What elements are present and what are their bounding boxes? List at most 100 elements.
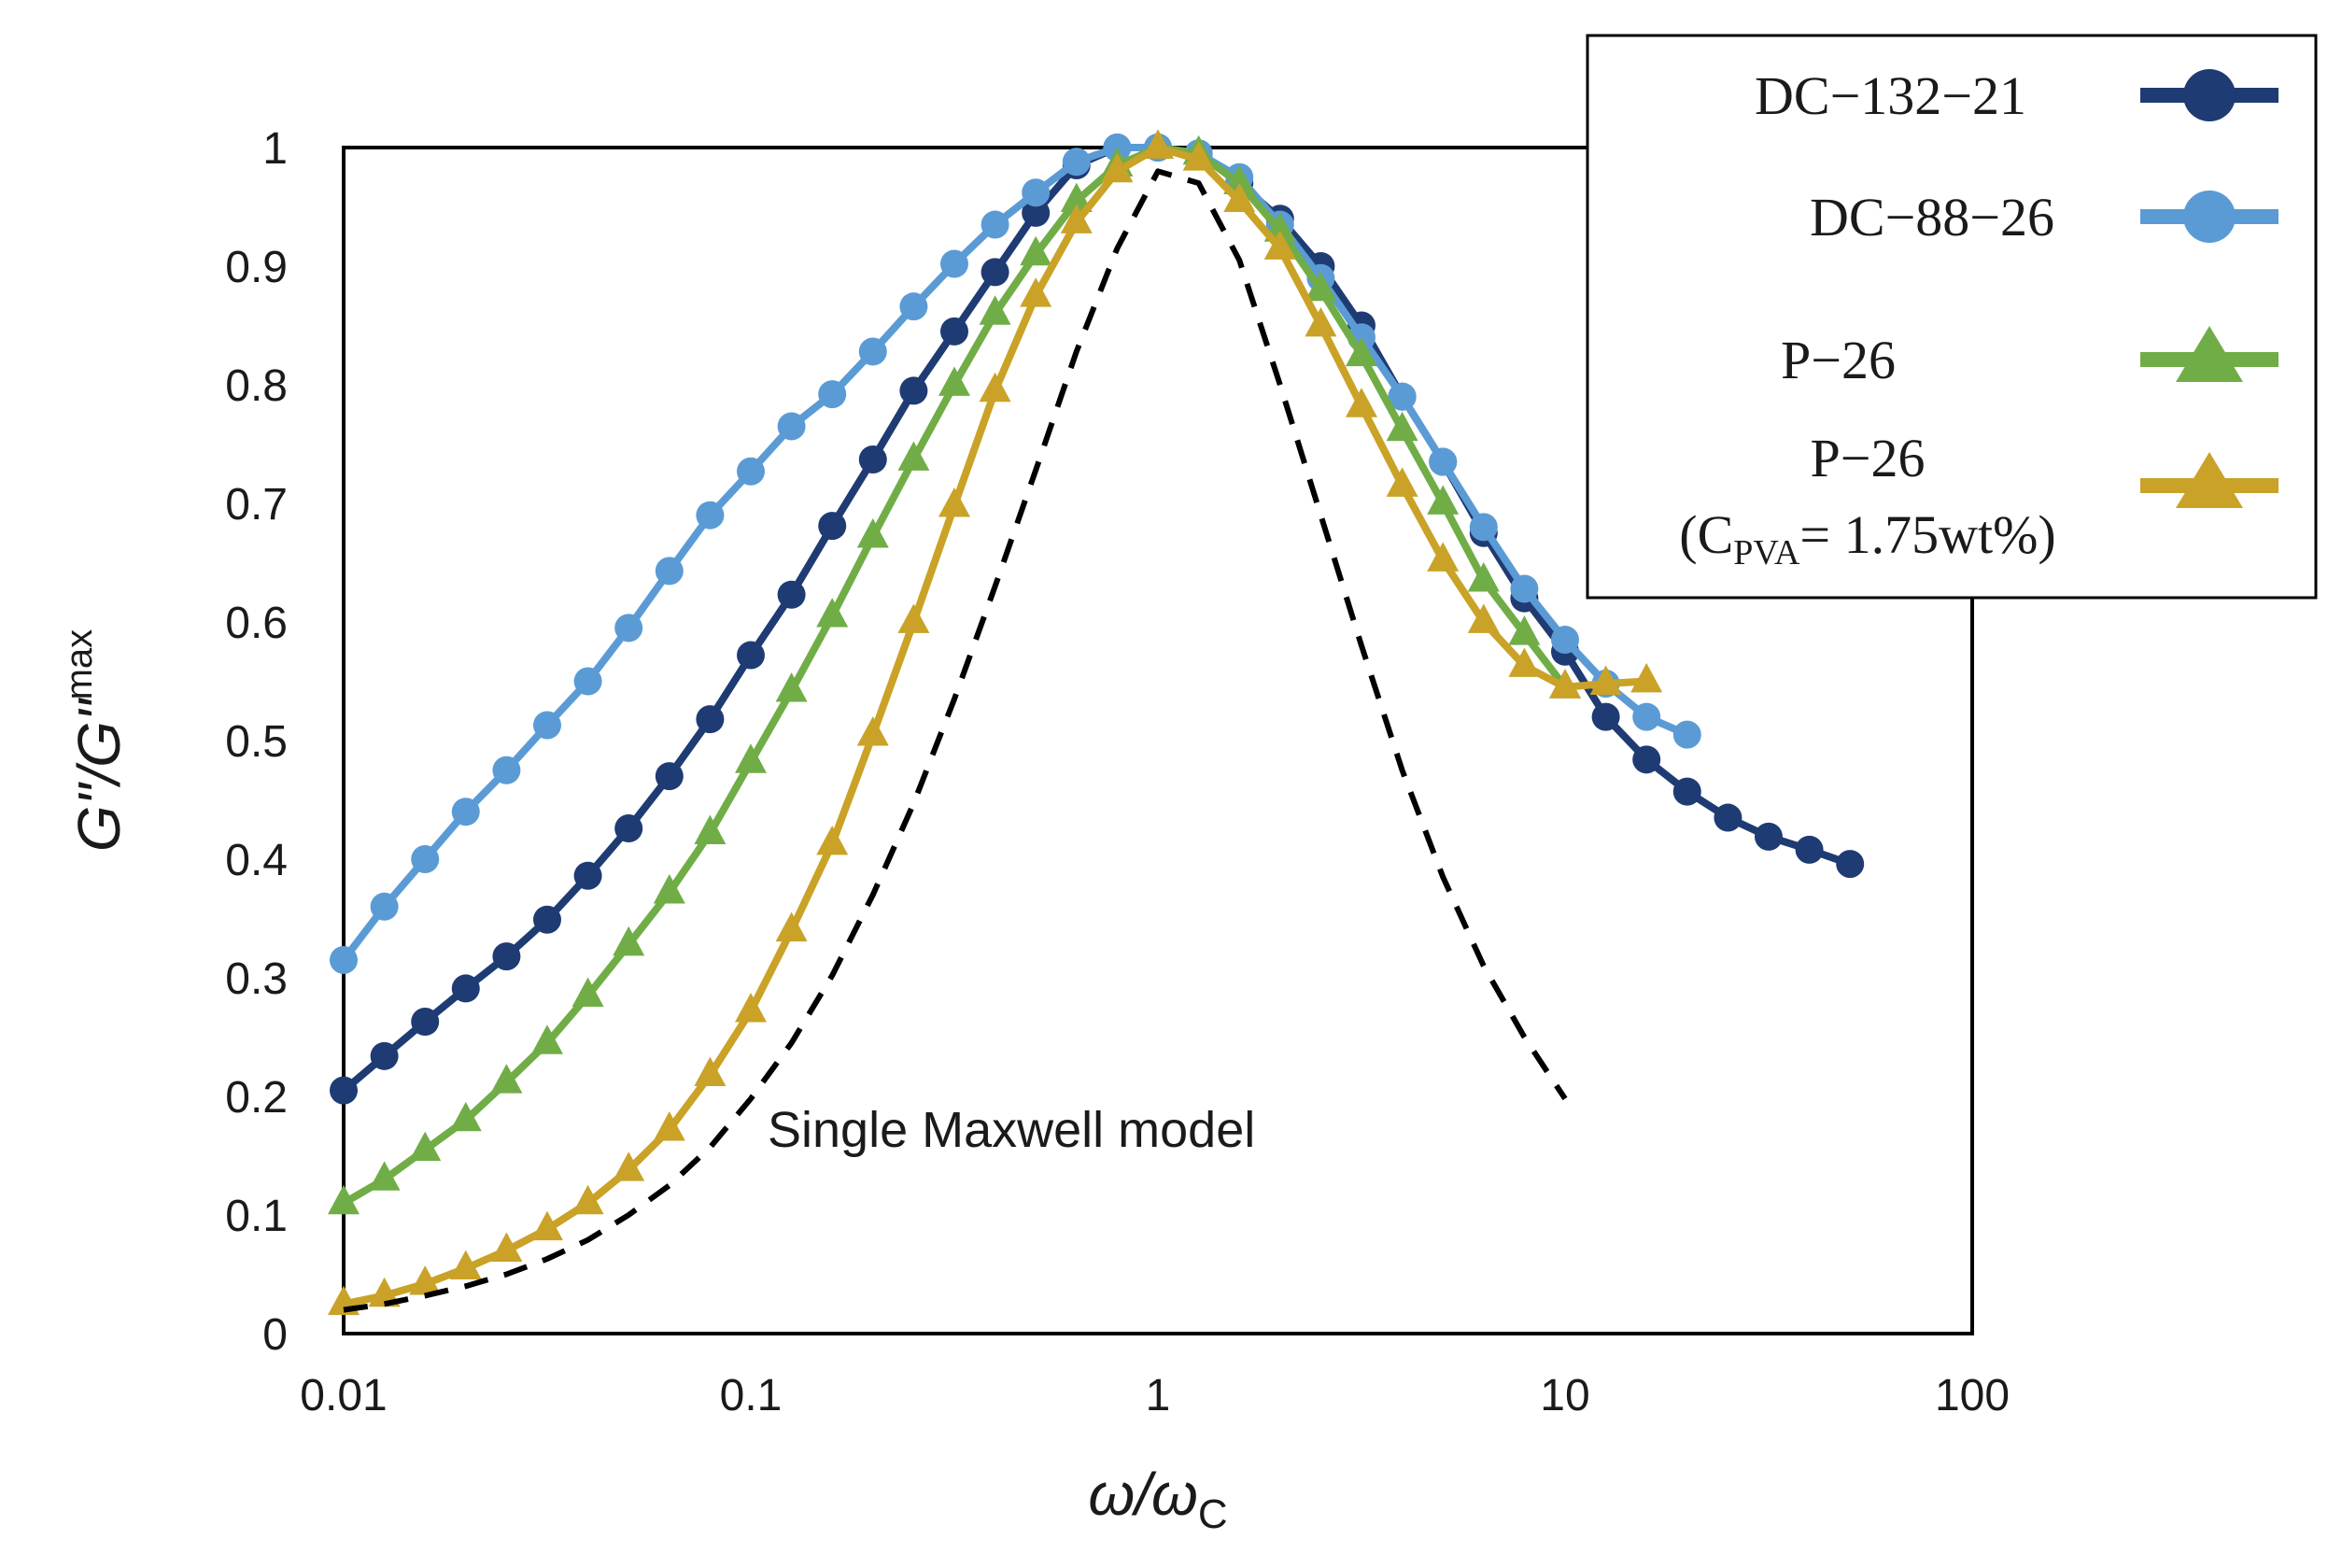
- series-line: [341, 144, 1569, 1207]
- y-tick-label: 0.2: [225, 1073, 288, 1123]
- data-point: [899, 376, 928, 405]
- data-point: [370, 1041, 399, 1070]
- legend-entry-3: P−26 (CPVA= 1.75wt%): [1679, 428, 2279, 572]
- data-point: [777, 580, 806, 609]
- data-point: [409, 1131, 442, 1162]
- data-point: [1427, 485, 1460, 515]
- data-point: [696, 705, 725, 734]
- axes: 0.01 0.1 1 10 100 0 0.1 0.2 0.3 0.4 0.5 0.6 0.7 0.8 0.…: [59, 124, 2010, 1537]
- data-point: [1427, 542, 1460, 572]
- data-point: [981, 258, 1009, 287]
- data-point: [1020, 235, 1052, 266]
- data-point: [490, 1232, 523, 1262]
- series-line: [343, 168, 1568, 1313]
- data-point: [532, 905, 561, 934]
- data-point: [1510, 574, 1539, 603]
- series-4: [343, 168, 1568, 1313]
- data-point: [1429, 447, 1458, 476]
- data-point: [1223, 164, 1256, 194]
- data-point: [1589, 665, 1622, 695]
- data-point: [1632, 702, 1661, 731]
- data-point: [328, 1184, 360, 1215]
- data-point: [777, 412, 806, 441]
- data-point: [573, 667, 602, 696]
- series-line: [340, 144, 1689, 963]
- x-tick-label: 0.01: [300, 1371, 387, 1420]
- data-point: [775, 672, 808, 702]
- legend-label: P−26: [1781, 330, 1896, 390]
- y-axis-title: G"/G"max: [59, 629, 133, 852]
- legend-label: DC−88−26: [1810, 187, 2054, 247]
- data-point: [694, 1056, 727, 1087]
- data-point: [1345, 388, 1377, 417]
- data-point: [938, 487, 970, 517]
- data-point: [490, 1064, 523, 1094]
- data-point: [1386, 467, 1418, 497]
- legend-label-sub-prefix: (C: [1679, 504, 1733, 565]
- data-point: [696, 501, 725, 530]
- data-point: [979, 295, 1011, 325]
- data-point: [655, 762, 684, 791]
- x-tick-label: 0.1: [720, 1371, 783, 1420]
- series-2: [328, 129, 1581, 1215]
- data-point: [451, 974, 480, 1003]
- legend-swatch-marker: [2176, 326, 2243, 382]
- data-point: [1508, 615, 1541, 645]
- data-point: [1630, 662, 1663, 693]
- data-point: [1022, 198, 1051, 227]
- data-point: [856, 716, 889, 746]
- data-point: [1714, 803, 1742, 832]
- legend-swatch-marker: [2183, 191, 2236, 243]
- data-point: [614, 614, 643, 643]
- data-point: [409, 1265, 442, 1295]
- data-point: [775, 911, 808, 942]
- data-point: [330, 1076, 358, 1105]
- data-point: [1182, 141, 1215, 171]
- data-point: [1345, 336, 1377, 367]
- data-point: [451, 798, 480, 826]
- series-layer: [328, 129, 1865, 1316]
- data-point: [1754, 822, 1783, 851]
- annotations: Single Maxwell model: [768, 1102, 1255, 1158]
- x-tick-label: 100: [1935, 1371, 2010, 1420]
- y-tick-label: 0.3: [225, 954, 288, 1004]
- data-point: [532, 711, 561, 740]
- data-point: [1142, 129, 1174, 159]
- data-point: [571, 1184, 604, 1215]
- y-tick-label: 0.6: [225, 599, 288, 648]
- data-point: [856, 518, 889, 548]
- data-point: [1060, 204, 1093, 233]
- data-point: [1549, 669, 1581, 699]
- legend-entry-1: DC−88−26: [1810, 187, 2279, 247]
- data-point: [1022, 178, 1051, 207]
- y-tick-label: 0.9: [225, 243, 288, 292]
- data-point: [1508, 647, 1541, 677]
- x-tick-label: 1: [1146, 1371, 1171, 1420]
- data-point: [411, 845, 440, 873]
- data-point: [897, 603, 930, 633]
- data-point: [1836, 850, 1865, 879]
- data-point: [858, 337, 887, 366]
- data-point: [818, 512, 847, 541]
- data-point: [1467, 603, 1500, 633]
- data-point: [530, 1210, 563, 1241]
- data-point: [614, 813, 643, 842]
- data-point: [737, 641, 765, 670]
- data-point: [1551, 626, 1579, 655]
- data-point: [330, 945, 358, 974]
- legend-label-sub-suffix: = 1.75wt%): [1799, 504, 2055, 565]
- series-3: [328, 129, 1663, 1316]
- data-point: [449, 1101, 482, 1132]
- data-point: [368, 1161, 401, 1191]
- data-point: [1020, 277, 1052, 307]
- data-point: [1469, 513, 1498, 542]
- data-point: [573, 861, 602, 890]
- data-point: [613, 925, 645, 956]
- data-point: [492, 942, 521, 971]
- data-point: [1060, 182, 1093, 213]
- legend-entry-2: P−26: [1781, 326, 2279, 390]
- data-point: [1388, 382, 1417, 411]
- data-point: [449, 1250, 482, 1280]
- data-point: [1305, 271, 1337, 302]
